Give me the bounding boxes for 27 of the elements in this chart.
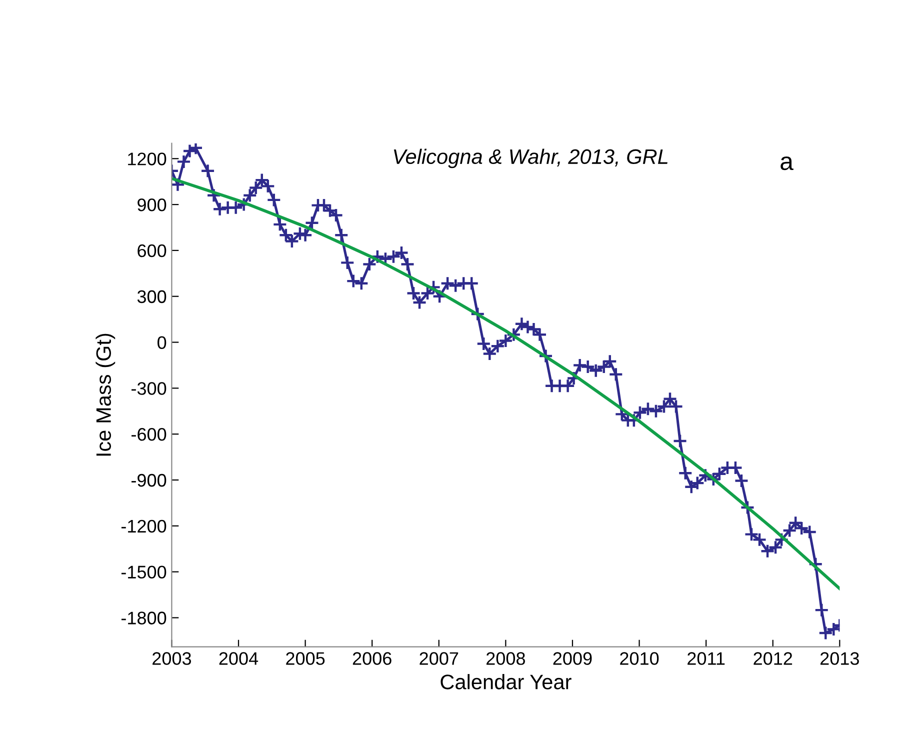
y-tick-label: -1500	[121, 566, 166, 579]
x-tick-label: 2003	[152, 652, 191, 665]
annotation: a	[780, 156, 794, 170]
x-tick-label: 2007	[420, 652, 458, 665]
x-tick-label: 2012	[754, 652, 792, 665]
x-tick-label: 2008	[486, 652, 525, 665]
x-tick-label: 2005	[286, 652, 325, 665]
y-tick-label: 300	[137, 290, 166, 304]
x-tick-label: 2011	[688, 652, 725, 665]
line-series	[172, 176, 840, 590]
y-tick-label: 1200	[128, 152, 166, 166]
y-tick-label: -600	[132, 428, 166, 441]
y-tick-label: 900	[138, 198, 166, 212]
annotation: Velicogna & Wahr, 2013, GRL	[394, 148, 668, 168]
y-tick-label: 600	[138, 244, 166, 258]
y-tick-label: -1200	[121, 520, 166, 533]
x-axis-title: Calendar Year	[440, 674, 572, 690]
x-tick-label: 2010	[620, 652, 659, 665]
x-tick-label: 2006	[352, 652, 392, 665]
x-tick-label: 2013	[820, 652, 859, 665]
x-tick-label: 2009	[553, 652, 592, 665]
y-tick-label: -300	[132, 382, 166, 395]
y-tick-label: -900	[132, 474, 166, 487]
y-tick-label: -1800	[121, 612, 166, 624]
y-tick-label: 0	[158, 336, 166, 349]
y-axis-title: Ice Mass (Gt)	[96, 334, 116, 456]
x-tick-label: 2004	[219, 652, 258, 665]
